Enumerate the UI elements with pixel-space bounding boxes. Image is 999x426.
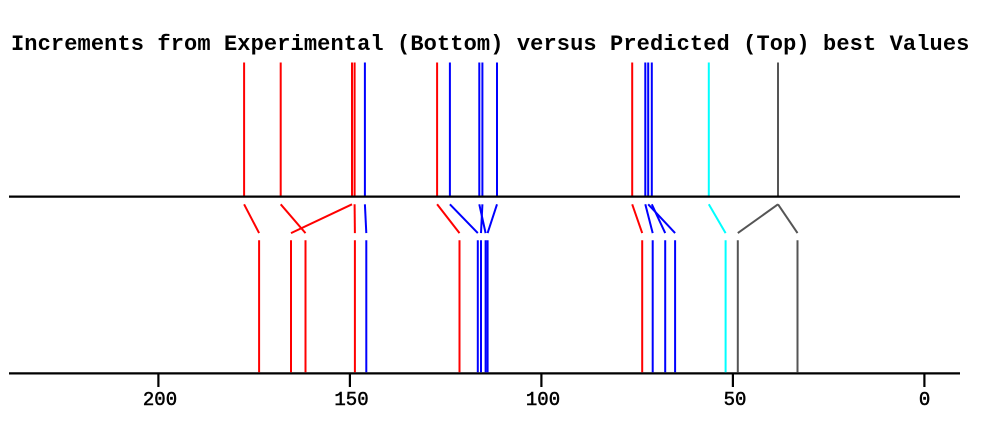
svg-text:150: 150 bbox=[334, 389, 368, 411]
svg-text:50: 50 bbox=[724, 389, 747, 411]
svg-text:200: 200 bbox=[143, 389, 177, 411]
svg-text:0: 0 bbox=[919, 389, 930, 411]
svg-text:Increments from Experimental (: Increments from Experimental (Bottom) ve… bbox=[11, 32, 969, 57]
svg-text:100: 100 bbox=[526, 389, 560, 411]
